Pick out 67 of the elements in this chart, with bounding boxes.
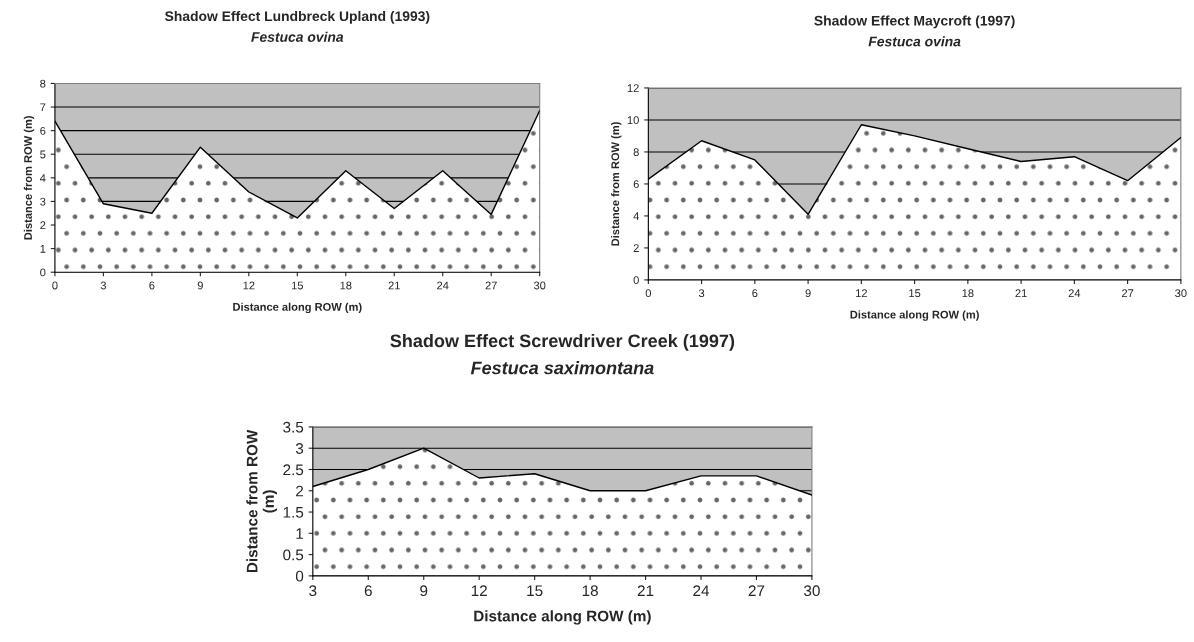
x-tick-label: 30 [804, 585, 820, 597]
y-tick-label: 8 [633, 148, 639, 157]
y-axis-title: Distance from ROW (m) [611, 122, 622, 246]
y-tick-label: 2.5 [283, 464, 304, 476]
y-tick-label: 4 [633, 212, 639, 220]
x-tick-label: 27 [748, 585, 765, 596]
y-tick-label: 0 [40, 268, 46, 277]
chart-title: Shadow Effect Lundbreck Upland (1993) [164, 10, 430, 24]
y-tick-label: 1 [40, 245, 46, 253]
x-tick-label: 15 [909, 289, 921, 298]
y-tick-label: 0 [295, 570, 304, 582]
x-tick-label: 12 [243, 281, 255, 290]
x-tick-label: 9 [805, 289, 811, 298]
chart-title: Shadow Effect Screwdriver Creek (1997) [390, 333, 735, 351]
x-tick-label: 6 [752, 289, 758, 298]
y-tick-label: 3 [295, 443, 304, 454]
x-tick-label: 12 [471, 585, 487, 596]
y-tick-label: 2 [40, 221, 46, 230]
y-tick-label: 0.5 [283, 549, 304, 561]
y-tick-label: 4 [39, 174, 46, 182]
y-tick-label: 7 [40, 103, 46, 112]
chart-title: Shadow Effect Maycroft (1997) [814, 15, 1015, 29]
y-tick-label: 5 [40, 150, 46, 159]
y-tick-label: 2 [296, 485, 304, 497]
x-tick-label: 21 [388, 281, 400, 290]
x-tick-label: 6 [364, 585, 372, 597]
x-tick-label: 30 [533, 281, 546, 290]
y-tick-label: 8 [40, 79, 46, 88]
y-axis-title: Distance from ROW (m) [246, 429, 278, 573]
chart-subtitle: Festuca ovina [868, 36, 961, 47]
x-tick-label: 9 [420, 585, 428, 597]
x-axis-title: Distance along ROW (m) [233, 302, 362, 314]
x-axis-title: Distance along ROW (m) [474, 610, 651, 625]
x-tick-label: 18 [962, 289, 974, 298]
chart-subtitle: Festuca saximontana [470, 361, 654, 375]
x-tick-label: 24 [437, 281, 449, 290]
y-tick-label: 6 [633, 180, 639, 189]
x-tick-label: 27 [485, 281, 497, 290]
y-tick-label: 1 [296, 528, 304, 539]
y-tick-label: 12 [627, 84, 639, 92]
y-tick-label: 3 [40, 197, 46, 206]
x-tick-label: 15 [527, 585, 543, 597]
y-tick-label: 2 [633, 244, 639, 252]
x-tick-label: 21 [637, 585, 654, 596]
x-tick-label: 15 [291, 281, 304, 290]
x-tick-label: 24 [693, 585, 710, 596]
x-tick-label: 30 [1175, 289, 1187, 298]
x-tick-label: 6 [149, 281, 155, 290]
y-axis-title: Distance from ROW (m) [23, 116, 35, 240]
x-tick-label: 3 [698, 289, 705, 298]
y-tick-label: 3.5 [283, 421, 304, 433]
x-tick-label: 24 [1068, 289, 1081, 297]
x-tick-label: 0 [645, 289, 651, 298]
x-tick-label: 3 [100, 281, 106, 290]
x-tick-label: 18 [340, 281, 352, 290]
chart-subtitle: Festuca ovina [251, 31, 344, 42]
x-tick-label: 27 [1121, 289, 1134, 297]
x-tick-label: 12 [856, 289, 867, 297]
x-tick-label: 9 [197, 281, 203, 290]
x-axis-title: Distance along ROW (m) [850, 310, 979, 321]
x-tick-label: 0 [52, 281, 58, 290]
x-tick-label: 18 [582, 585, 598, 597]
y-tick-label: 6 [40, 126, 46, 135]
y-tick-label: 1.5 [283, 507, 304, 518]
x-tick-label: 3 [309, 585, 317, 597]
x-tick-label: 21 [1015, 289, 1027, 297]
y-tick-label: 10 [627, 116, 639, 125]
